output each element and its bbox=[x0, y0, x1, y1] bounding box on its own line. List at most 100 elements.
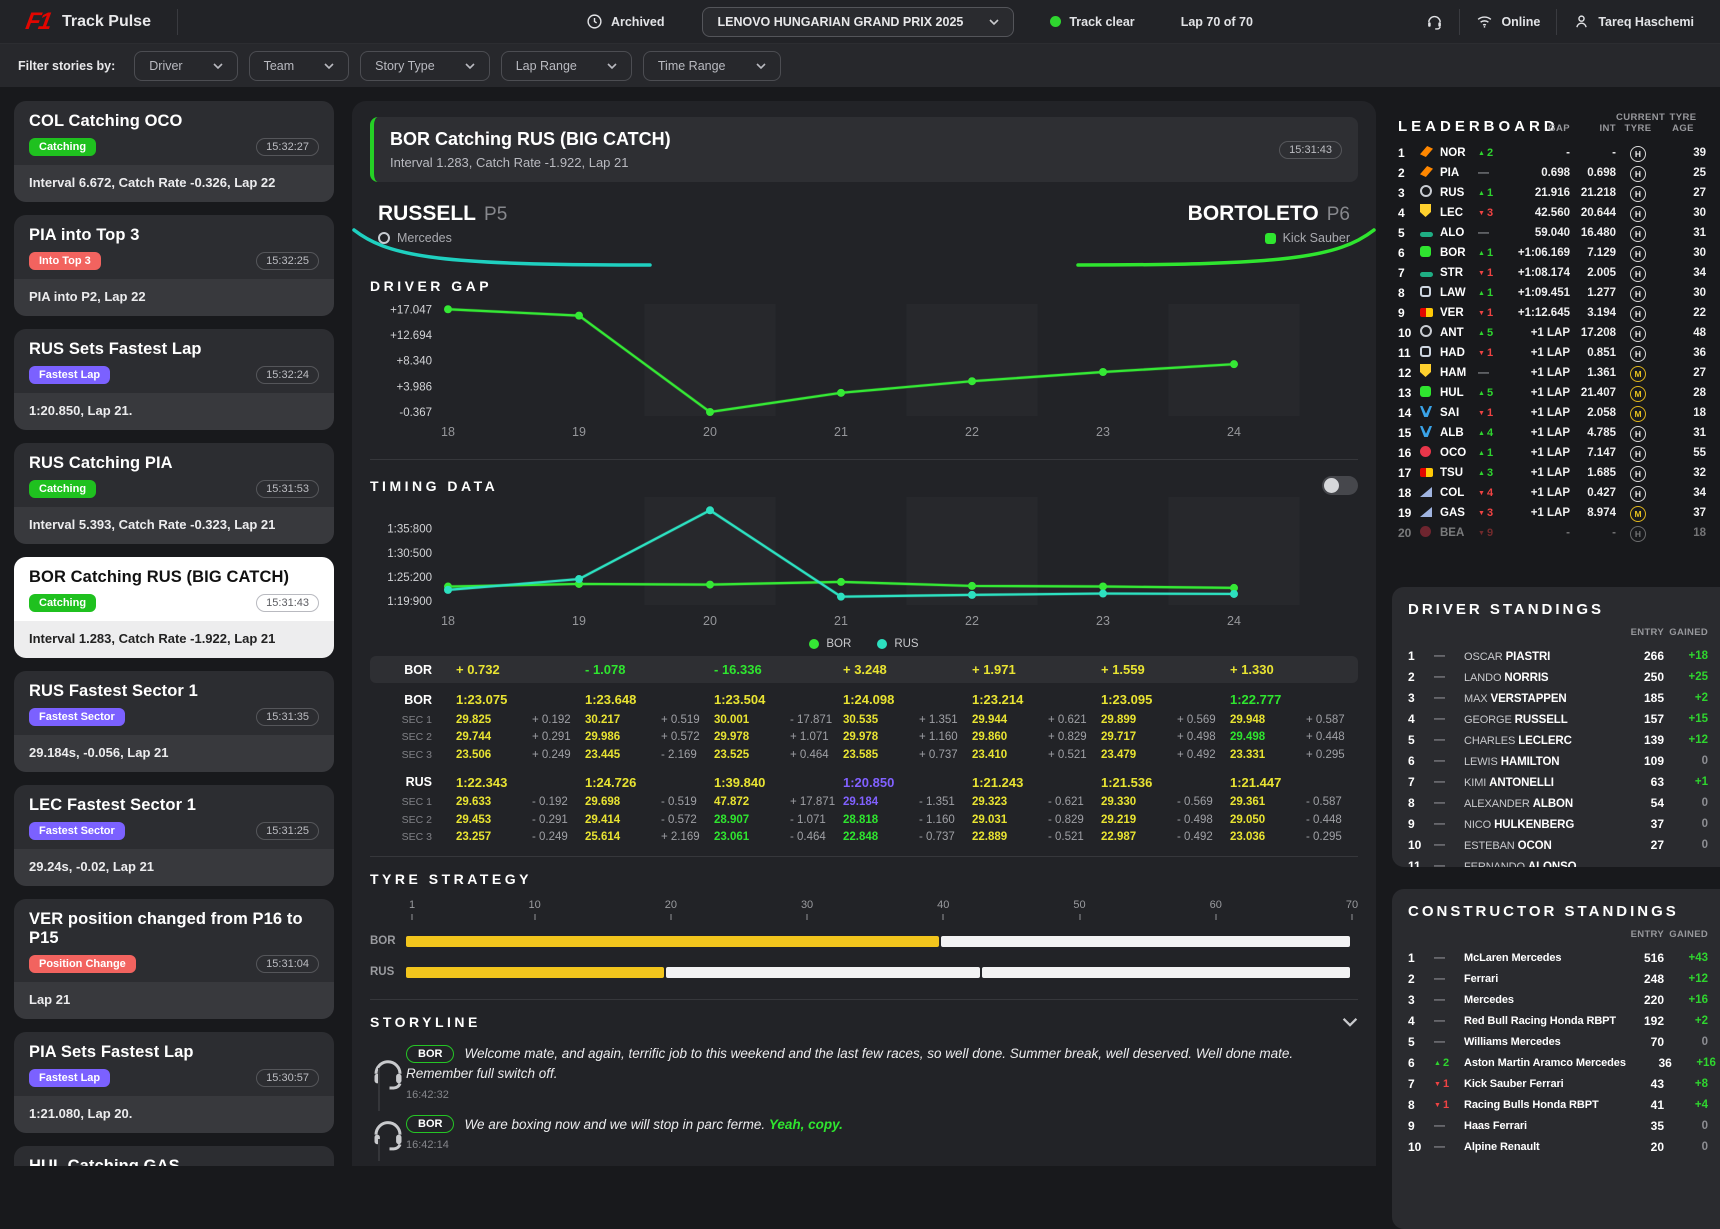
standings-row[interactable]: 6—LEWIS HAMILTON1090109 bbox=[1408, 751, 1720, 772]
story-card[interactable]: HUL Catching GASCatching15:30:38 bbox=[14, 1146, 334, 1166]
gained-points: +4 bbox=[1664, 1099, 1708, 1111]
driver-code: BEA bbox=[1440, 527, 1478, 539]
timing-value: 29.860 bbox=[972, 731, 1036, 743]
standings-row[interactable]: 9—NICO HULKENBERG37037 bbox=[1408, 814, 1720, 835]
filter-driver[interactable]: Driver bbox=[134, 51, 237, 81]
position-change-count: 5 bbox=[1487, 387, 1493, 399]
timing-value: 29.825 bbox=[456, 714, 520, 726]
leaderboard-position: 6 bbox=[1398, 246, 1420, 260]
svg-text:+3.986: +3.986 bbox=[397, 381, 433, 393]
timing-toggle[interactable] bbox=[1322, 476, 1358, 495]
timing-value: 29.330 bbox=[1101, 796, 1165, 808]
tyre-axis-tick bbox=[1351, 914, 1353, 920]
radio-button[interactable] bbox=[1410, 13, 1459, 30]
team-logo-aston bbox=[1420, 224, 1440, 242]
timing-value: 29.899 bbox=[1101, 714, 1165, 726]
chevron-down-icon bbox=[324, 61, 334, 71]
up-arrow-icon: ▲ bbox=[1478, 330, 1485, 337]
gained-points: +43 bbox=[1664, 952, 1708, 964]
svg-text:24: 24 bbox=[1227, 614, 1241, 628]
user-menu[interactable]: Tareq Haschemi bbox=[1557, 13, 1720, 30]
standings-row[interactable]: 10—Alpine Renault20020 bbox=[1408, 1137, 1720, 1158]
standings-row[interactable]: 5—Williams Mercedes70070 bbox=[1408, 1032, 1720, 1053]
tyre-driver-label: BOR bbox=[370, 935, 406, 947]
filter-lap-range[interactable]: Lap Range bbox=[501, 51, 632, 81]
standings-row[interactable]: 8—ALEXANDER ALBON54054 bbox=[1408, 793, 1720, 814]
timing-value: 29.633 bbox=[456, 796, 520, 808]
svg-text:24: 24 bbox=[1227, 425, 1241, 439]
filter-story-type[interactable]: Story Type bbox=[360, 51, 490, 81]
story-badge: Fastest Lap bbox=[29, 366, 110, 384]
constructor-name: Racing Bulls Honda RBPT bbox=[1464, 1099, 1618, 1111]
legend-item: RUS bbox=[877, 638, 918, 650]
leaderboard-position: 4 bbox=[1398, 206, 1420, 220]
filter-time-range[interactable]: Time Range bbox=[643, 51, 781, 81]
standings-row[interactable]: 10—ESTEBAN OCON27027 bbox=[1408, 835, 1720, 856]
timing-cell: 23.525+ 0.464 bbox=[714, 749, 843, 761]
live-points: 284 bbox=[1708, 649, 1720, 663]
position-change-count: 2 bbox=[1487, 147, 1493, 159]
storyline-collapse-button[interactable] bbox=[1342, 1014, 1358, 1030]
timing-value: 29.717 bbox=[1101, 731, 1165, 743]
event-selector[interactable]: LENOVO HUNGARIAN GRAND PRIX 2025 bbox=[702, 7, 1014, 37]
position-change: — bbox=[1434, 1141, 1464, 1153]
headset-icon bbox=[370, 1115, 406, 1151]
timing-cell: 29.050- 0.448 bbox=[1230, 814, 1359, 826]
filter-team[interactable]: Team bbox=[249, 51, 350, 81]
tyre-strategy-row: RUS bbox=[370, 961, 1358, 983]
timing-data-heading: TIMING DATA bbox=[370, 478, 498, 494]
position-change-count: 1 bbox=[1487, 447, 1493, 459]
divider bbox=[370, 856, 1358, 857]
constructor-name: Kick Sauber Ferrari bbox=[1464, 1078, 1618, 1090]
gap-value: +1:12.645 bbox=[1506, 307, 1570, 319]
col-gap: GAP bbox=[1506, 124, 1570, 135]
standings-row[interactable]: 11—FERNANDO ALONSO bbox=[1408, 856, 1720, 867]
standings-row[interactable]: 9—Haas Ferrari35035 bbox=[1408, 1116, 1720, 1137]
down-arrow-icon: ▼ bbox=[1434, 1102, 1441, 1109]
down-arrow-icon: ▼ bbox=[1478, 350, 1485, 357]
